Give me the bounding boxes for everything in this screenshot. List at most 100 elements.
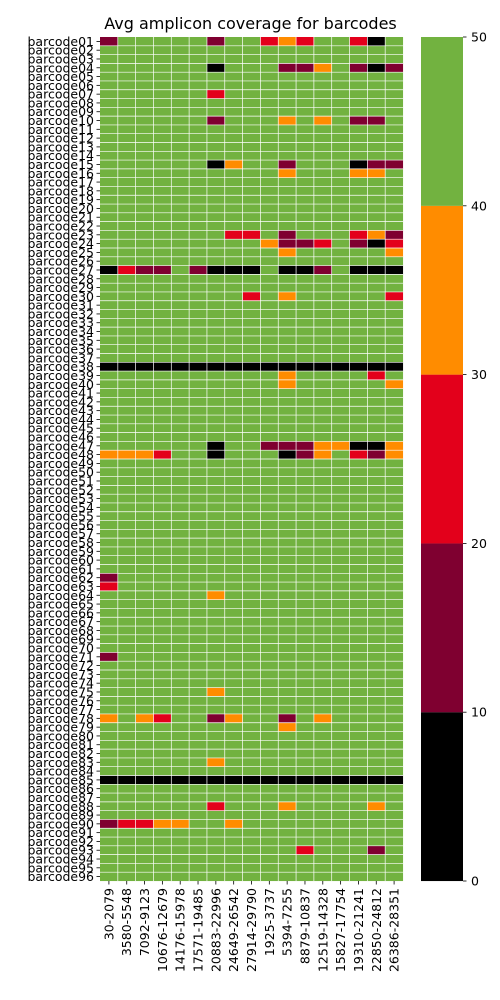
heatmap-cell — [331, 722, 350, 732]
heatmap-cell — [296, 80, 314, 90]
heatmap-cell — [296, 423, 314, 433]
heatmap-cell — [349, 687, 368, 697]
heatmap-cell — [367, 494, 386, 504]
heatmap-cell — [171, 63, 190, 73]
heatmap-cell — [296, 168, 314, 178]
y-tick-label: barcode29 — [27, 280, 94, 295]
heatmap-cell — [189, 291, 207, 301]
heatmap-cell — [385, 423, 404, 433]
heatmap-cell — [349, 80, 368, 90]
heatmap-cell — [313, 599, 332, 609]
heatmap-cell — [385, 54, 404, 64]
heatmap-cell — [153, 160, 172, 169]
heatmap-cell — [331, 362, 350, 372]
heatmap-cell — [296, 740, 314, 750]
y-tick-label: barcode01 — [27, 34, 94, 49]
heatmap-cell — [385, 441, 404, 451]
heatmap-cell — [135, 116, 154, 125]
heatmap-cell — [189, 590, 207, 600]
heatmap-cell — [331, 617, 350, 627]
heatmap-cell — [224, 608, 243, 618]
heatmap-cell — [224, 151, 243, 161]
heatmap-cell — [153, 248, 172, 257]
heatmap-cell — [153, 828, 172, 838]
y-tick-label: barcode55 — [27, 509, 94, 524]
heatmap-cell — [260, 687, 279, 697]
heatmap-cell — [100, 670, 118, 679]
heatmap-cell — [224, 168, 243, 178]
heatmap-cell — [100, 432, 118, 442]
heatmap-cell — [171, 529, 190, 539]
heatmap-cell — [385, 256, 404, 266]
heatmap-cell — [242, 757, 261, 767]
heatmap-cell — [313, 520, 332, 530]
heatmap-cell — [100, 450, 118, 460]
heatmap-cell — [296, 221, 314, 231]
heatmap-cell — [367, 863, 386, 873]
heatmap-cell — [278, 810, 297, 820]
heatmap-cell — [189, 661, 207, 671]
heatmap-cell — [117, 168, 136, 178]
heatmap-cell — [296, 151, 314, 161]
heatmap-cell — [224, 819, 243, 829]
heatmap-cell — [135, 63, 154, 73]
heatmap-cell — [385, 617, 404, 627]
heatmap-cell — [296, 256, 314, 266]
y-tick-label: barcode95 — [27, 860, 94, 875]
heatmap-cell — [349, 353, 368, 363]
heatmap-cell — [331, 415, 350, 424]
heatmap-cell — [206, 722, 225, 732]
heatmap-cell — [313, 766, 332, 776]
heatmap-cell — [331, 608, 350, 618]
heatmap-cell — [385, 784, 404, 794]
heatmap-cell — [331, 406, 350, 416]
heatmap-cell — [153, 124, 172, 134]
heatmap-cell — [385, 397, 404, 407]
heatmap-cell — [135, 309, 154, 319]
heatmap-cell — [242, 327, 261, 336]
heatmap-cell — [135, 362, 154, 372]
heatmap-cell — [313, 652, 332, 662]
heatmap-cell — [367, 511, 386, 521]
heatmap-cell — [367, 485, 386, 495]
heatmap-cell — [278, 626, 297, 635]
heatmap-cell — [331, 432, 350, 442]
heatmap-cell — [117, 485, 136, 495]
heatmap-cell — [153, 379, 172, 389]
heatmap-cell — [242, 784, 261, 794]
y-tick-label: barcode70 — [27, 641, 94, 656]
heatmap-cell — [153, 300, 172, 310]
heatmap-cell — [296, 599, 314, 609]
y-tick-label: barcode39 — [27, 368, 94, 383]
y-tick-label: barcode48 — [27, 447, 94, 462]
heatmap-cell — [206, 204, 225, 213]
heatmap-cell — [153, 116, 172, 125]
heatmap-cell — [117, 309, 136, 319]
heatmap-cell — [278, 248, 297, 257]
heatmap-cell — [117, 107, 136, 117]
heatmap-cell — [349, 186, 368, 196]
heatmap-cell — [331, 590, 350, 600]
heatmap-cell — [260, 124, 279, 134]
heatmap-cell — [349, 582, 368, 591]
heatmap-cell — [278, 582, 297, 591]
heatmap-cell — [242, 494, 261, 504]
heatmap-cell — [135, 801, 154, 811]
heatmap-cell — [171, 230, 190, 240]
heatmap-cell — [313, 450, 332, 460]
heatmap-cell — [260, 564, 279, 574]
heatmap-cell — [260, 441, 279, 451]
heatmap-cell — [313, 546, 332, 556]
heatmap-cell — [171, 722, 190, 732]
colorbar-tick-label: 30 — [471, 367, 487, 382]
heatmap-cell — [385, 230, 404, 240]
heatmap-cell — [296, 687, 314, 697]
heatmap-cell — [278, 283, 297, 293]
heatmap-cell — [278, 160, 297, 169]
heatmap-cell — [171, 705, 190, 715]
heatmap-cell — [260, 784, 279, 794]
heatmap-cell — [100, 397, 118, 407]
heatmap-cell — [135, 828, 154, 838]
heatmap-cell — [100, 793, 118, 802]
